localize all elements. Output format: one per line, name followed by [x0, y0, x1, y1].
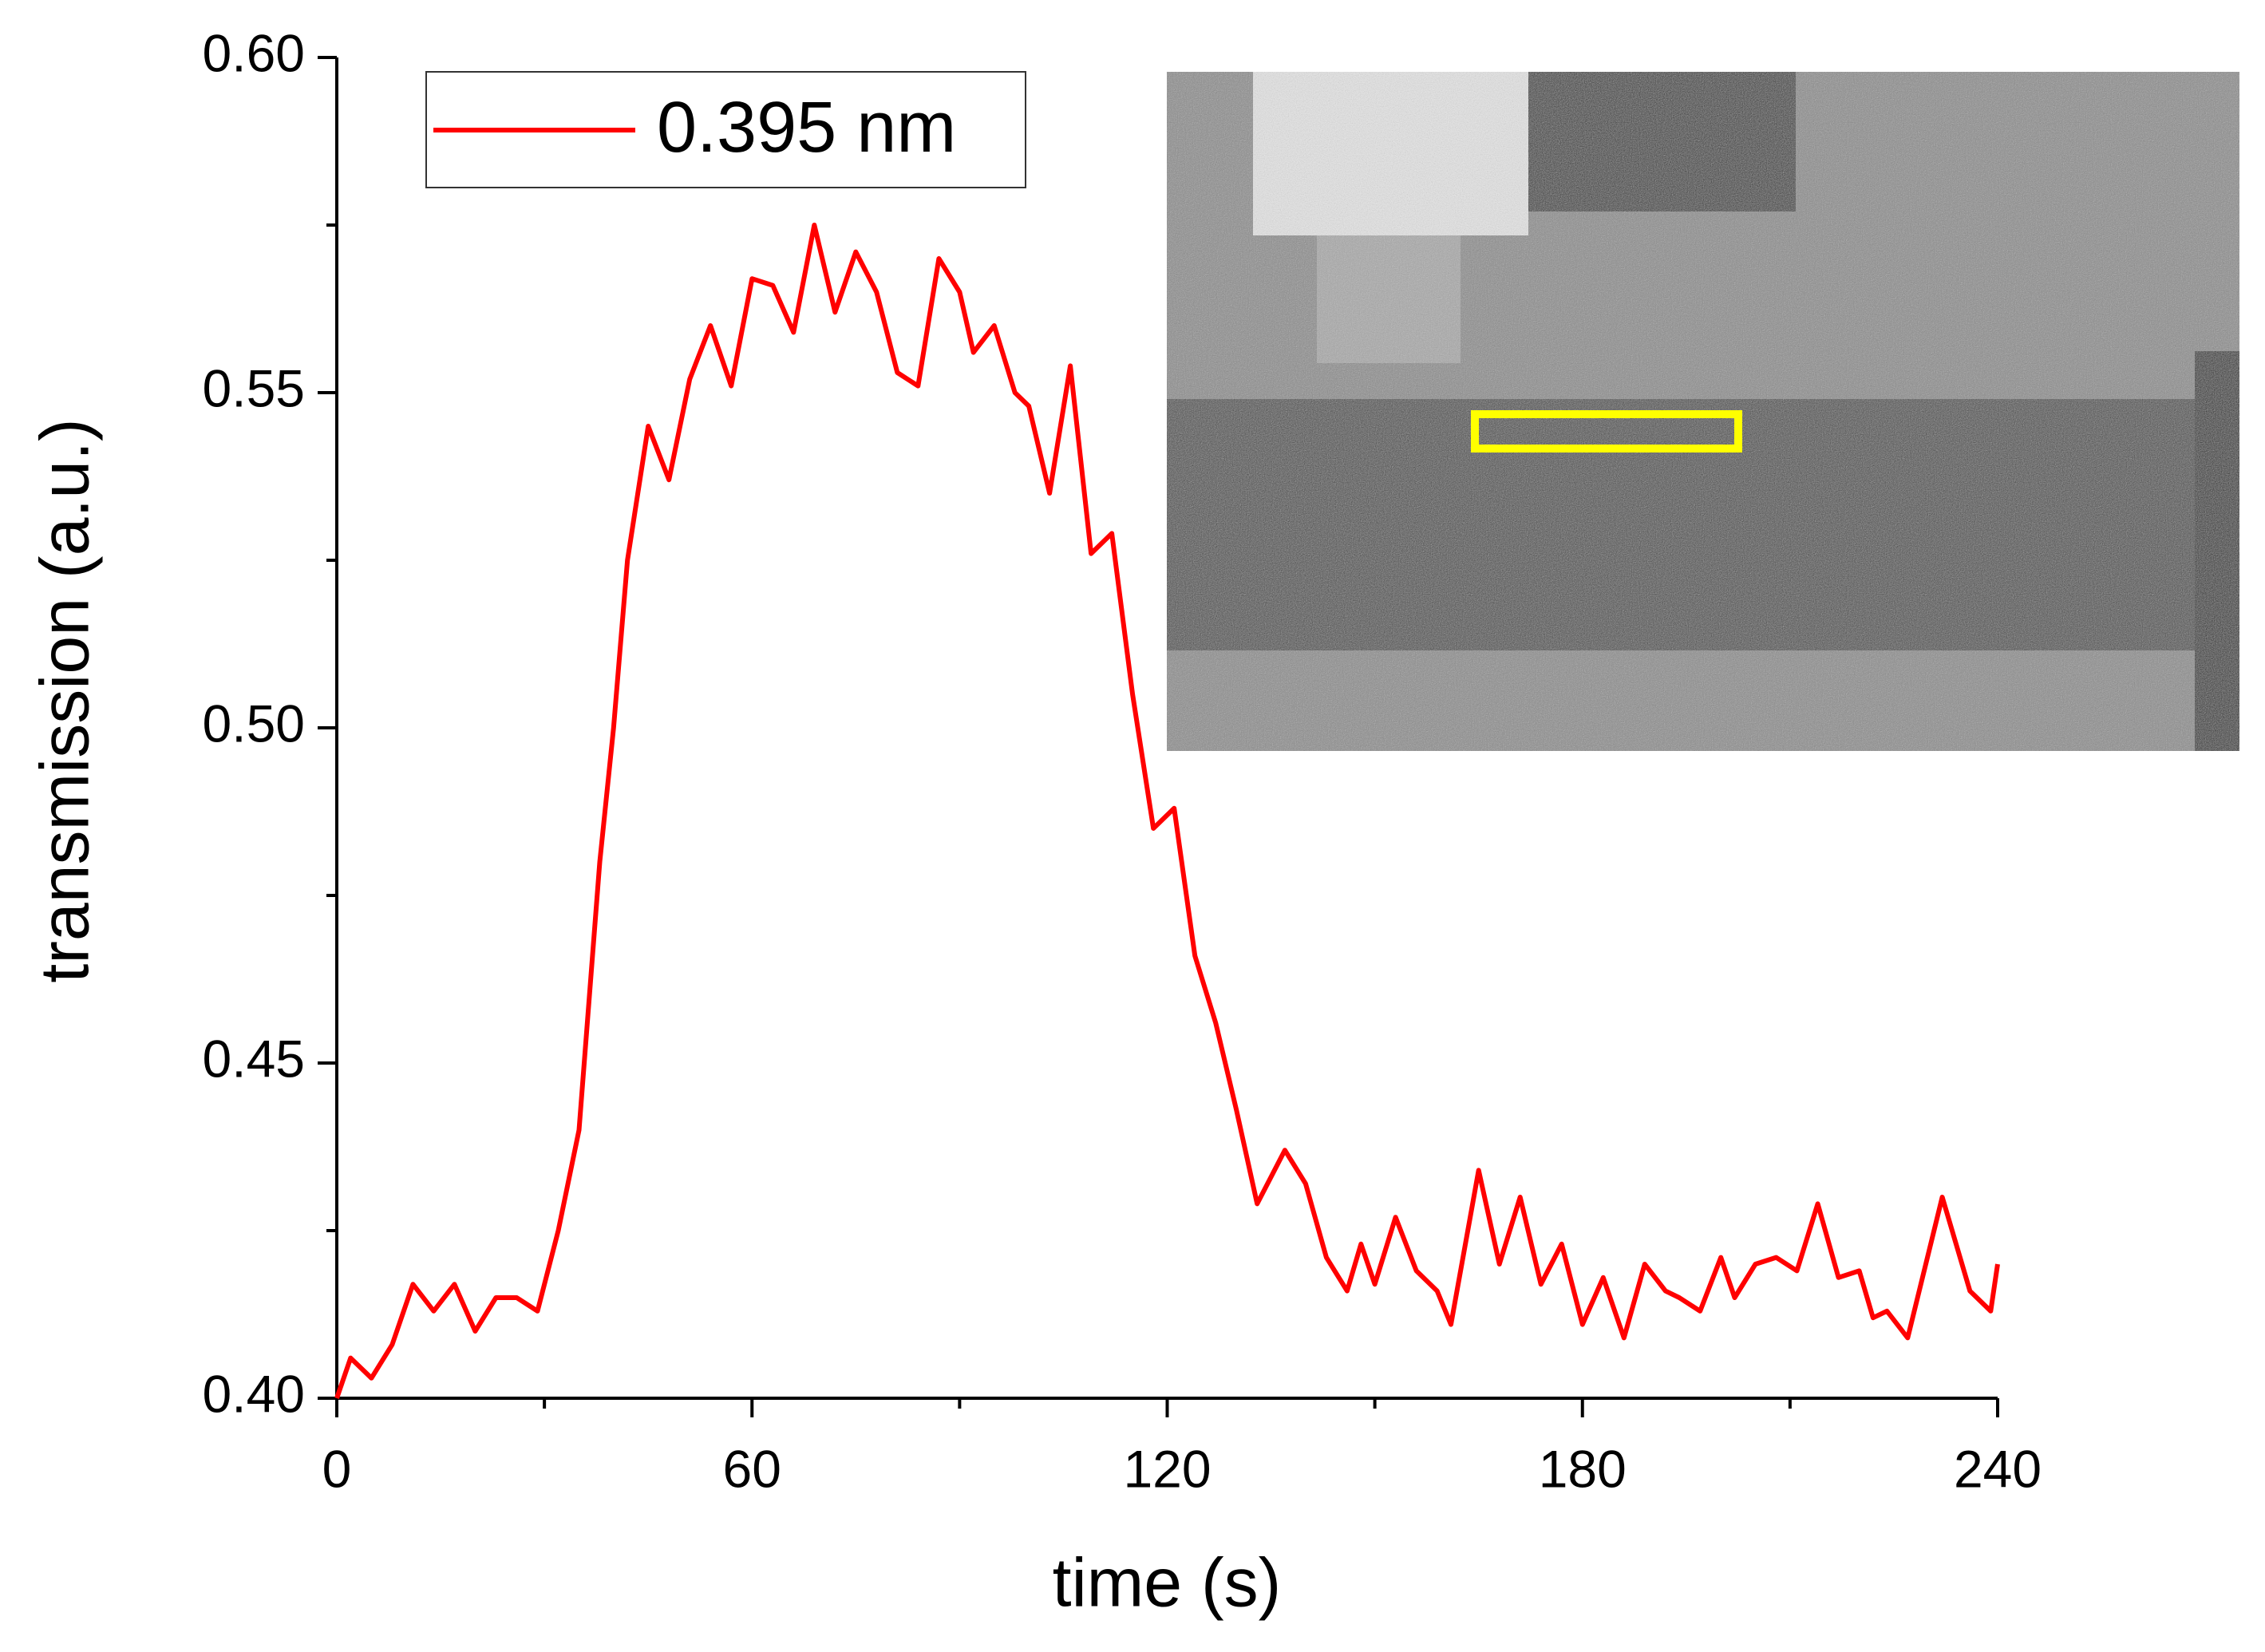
x-tick-label: 180	[1539, 1439, 1627, 1498]
y-tick-label: 0.45	[203, 1029, 305, 1088]
y-tick-label: 0.50	[203, 694, 305, 753]
x-tick-label: 0	[322, 1439, 352, 1498]
data-line	[334, 223, 2000, 1399]
x-tick-label: 240	[1954, 1439, 2042, 1498]
legend-label: 0.395 nm	[657, 88, 956, 168]
y-axis-title: transmission (a.u.)	[27, 418, 104, 982]
x-tick-label: 120	[1123, 1439, 1211, 1498]
y-tick-label: 0.55	[203, 358, 305, 417]
inset-image	[1167, 72, 2239, 751]
y-tick-label: 0.60	[203, 23, 305, 82]
x-axis-title: time (s)	[1053, 1545, 1282, 1622]
selection-box	[1471, 410, 1742, 453]
x-tick-label: 60	[723, 1439, 781, 1498]
y-tick-label: 0.40	[203, 1364, 305, 1423]
